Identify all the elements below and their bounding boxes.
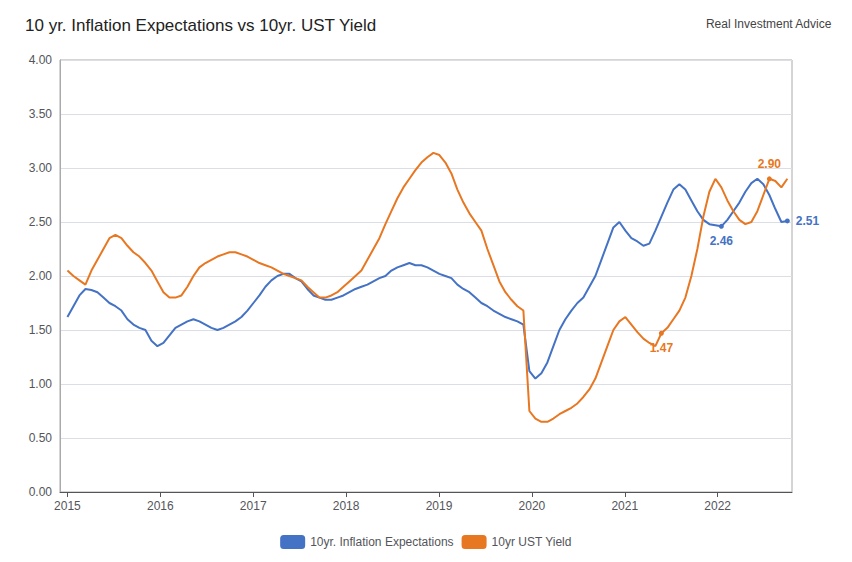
svg-text:2019: 2019 — [426, 499, 453, 513]
svg-text:2017: 2017 — [240, 499, 267, 513]
svg-text:2018: 2018 — [333, 499, 360, 513]
svg-text:1.00: 1.00 — [29, 377, 53, 391]
svg-text:2020: 2020 — [519, 499, 546, 513]
svg-text:3.50: 3.50 — [29, 107, 53, 121]
svg-text:2.50: 2.50 — [29, 215, 53, 229]
svg-text:2016: 2016 — [147, 499, 174, 513]
svg-text:2021: 2021 — [611, 499, 638, 513]
svg-text:10yr UST Yield: 10yr UST Yield — [492, 535, 572, 549]
svg-text:10yr. Inflation Expectations: 10yr. Inflation Expectations — [310, 535, 453, 549]
svg-text:2022: 2022 — [704, 499, 731, 513]
svg-text:1.50: 1.50 — [29, 323, 53, 337]
svg-text:2015: 2015 — [54, 499, 81, 513]
svg-text:2.00: 2.00 — [29, 269, 53, 283]
svg-text:10 yr. Inflation Expectations: 10 yr. Inflation Expectations vs 10yr. U… — [25, 16, 376, 35]
svg-text:2.46: 2.46 — [710, 234, 734, 248]
svg-text:2.90: 2.90 — [758, 157, 782, 171]
svg-text:4.00: 4.00 — [29, 53, 53, 67]
svg-text:0.00: 0.00 — [29, 485, 53, 499]
svg-text:2.51: 2.51 — [796, 214, 820, 228]
svg-text:Real Investment Advice: Real Investment Advice — [706, 17, 832, 31]
svg-text:3.00: 3.00 — [29, 161, 53, 175]
svg-text:0.50: 0.50 — [29, 431, 53, 445]
svg-text:1.47: 1.47 — [650, 341, 674, 355]
